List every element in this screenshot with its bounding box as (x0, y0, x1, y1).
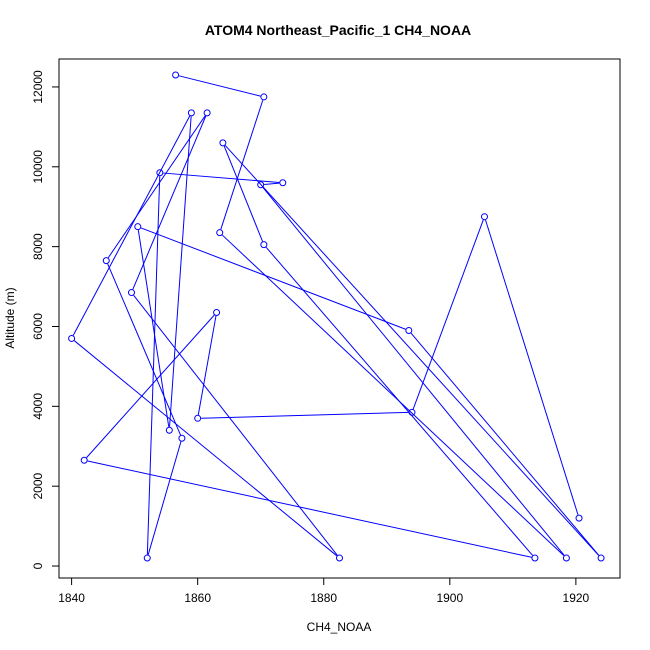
data-point (194, 414, 202, 422)
data-point (260, 241, 268, 249)
series-segment (223, 145, 264, 242)
data-point (279, 179, 287, 187)
series-segment (87, 460, 532, 558)
data-point (102, 257, 110, 265)
data-point (68, 334, 76, 342)
data-point (178, 434, 186, 442)
y-tick-label: 0 (31, 562, 45, 569)
series-segment (262, 187, 565, 556)
series-segment (221, 234, 565, 557)
series-segment (146, 176, 161, 555)
data-point (336, 554, 343, 562)
data-point (187, 109, 195, 117)
y-tick-label: 6000 (31, 313, 45, 340)
series-segment (86, 314, 215, 458)
data-point (575, 514, 583, 522)
x-axis-label: CH4_NOAA (307, 620, 372, 634)
x-tick-label: 1920 (563, 591, 590, 605)
series-segment (197, 315, 217, 415)
series-segment (132, 115, 207, 290)
data-point (213, 309, 221, 317)
data-point (203, 109, 211, 117)
x-tick-label: 1900 (436, 591, 463, 605)
data-point (480, 213, 488, 221)
series-segment (147, 441, 182, 555)
data-point (405, 326, 413, 334)
series-segment (201, 411, 409, 419)
data-point (216, 229, 224, 237)
series-segment (169, 116, 192, 427)
y-axis: 0 2000 4000 6000 8000 10000 12000 (31, 70, 60, 569)
data-point (260, 93, 268, 101)
series-segment (133, 294, 338, 556)
data-point (127, 289, 135, 297)
series-segment (72, 115, 191, 336)
y-tick-label: 2000 (31, 473, 45, 500)
series-segment (107, 263, 182, 436)
chart-title: ATOM4 Northeast_Pacific_1 CH4_NOAA (205, 22, 471, 38)
series-segment (224, 145, 600, 556)
data-point (80, 456, 88, 464)
series-segment (178, 75, 261, 97)
y-tick-label: 4000 (31, 393, 45, 420)
y-tick-label: 8000 (31, 233, 45, 260)
series-segment (412, 219, 484, 410)
series-segment (410, 332, 600, 556)
series-segment (140, 227, 406, 330)
x-tick-label: 1840 (58, 591, 85, 605)
x-tick-label: 1860 (184, 591, 211, 605)
data-point (143, 554, 151, 562)
series-segment (107, 115, 206, 259)
data-point (531, 554, 539, 562)
series-segment (485, 219, 579, 515)
series-segment (163, 172, 280, 183)
series-segment (264, 182, 280, 185)
series-segment (137, 230, 170, 427)
data-point (172, 71, 180, 79)
data-point (134, 223, 142, 231)
series-segment (73, 340, 338, 557)
data-point (257, 181, 265, 189)
y-tick-label: 12000 (31, 70, 45, 104)
series-segment (220, 100, 264, 230)
y-axis-label: Altitude (m) (3, 287, 17, 348)
plot-frame (58, 58, 621, 579)
data-point (219, 139, 227, 147)
data-point (156, 169, 164, 177)
x-tick-label: 1880 (310, 591, 337, 605)
data-point (562, 554, 570, 562)
y-tick-label: 10000 (31, 150, 45, 184)
data-point (597, 554, 605, 562)
data-point (408, 408, 416, 416)
series-segment (265, 246, 533, 556)
series-layer (68, 71, 605, 562)
x-axis: 1840 1860 1880 1900 1920 (58, 577, 590, 605)
data-point (165, 426, 173, 434)
